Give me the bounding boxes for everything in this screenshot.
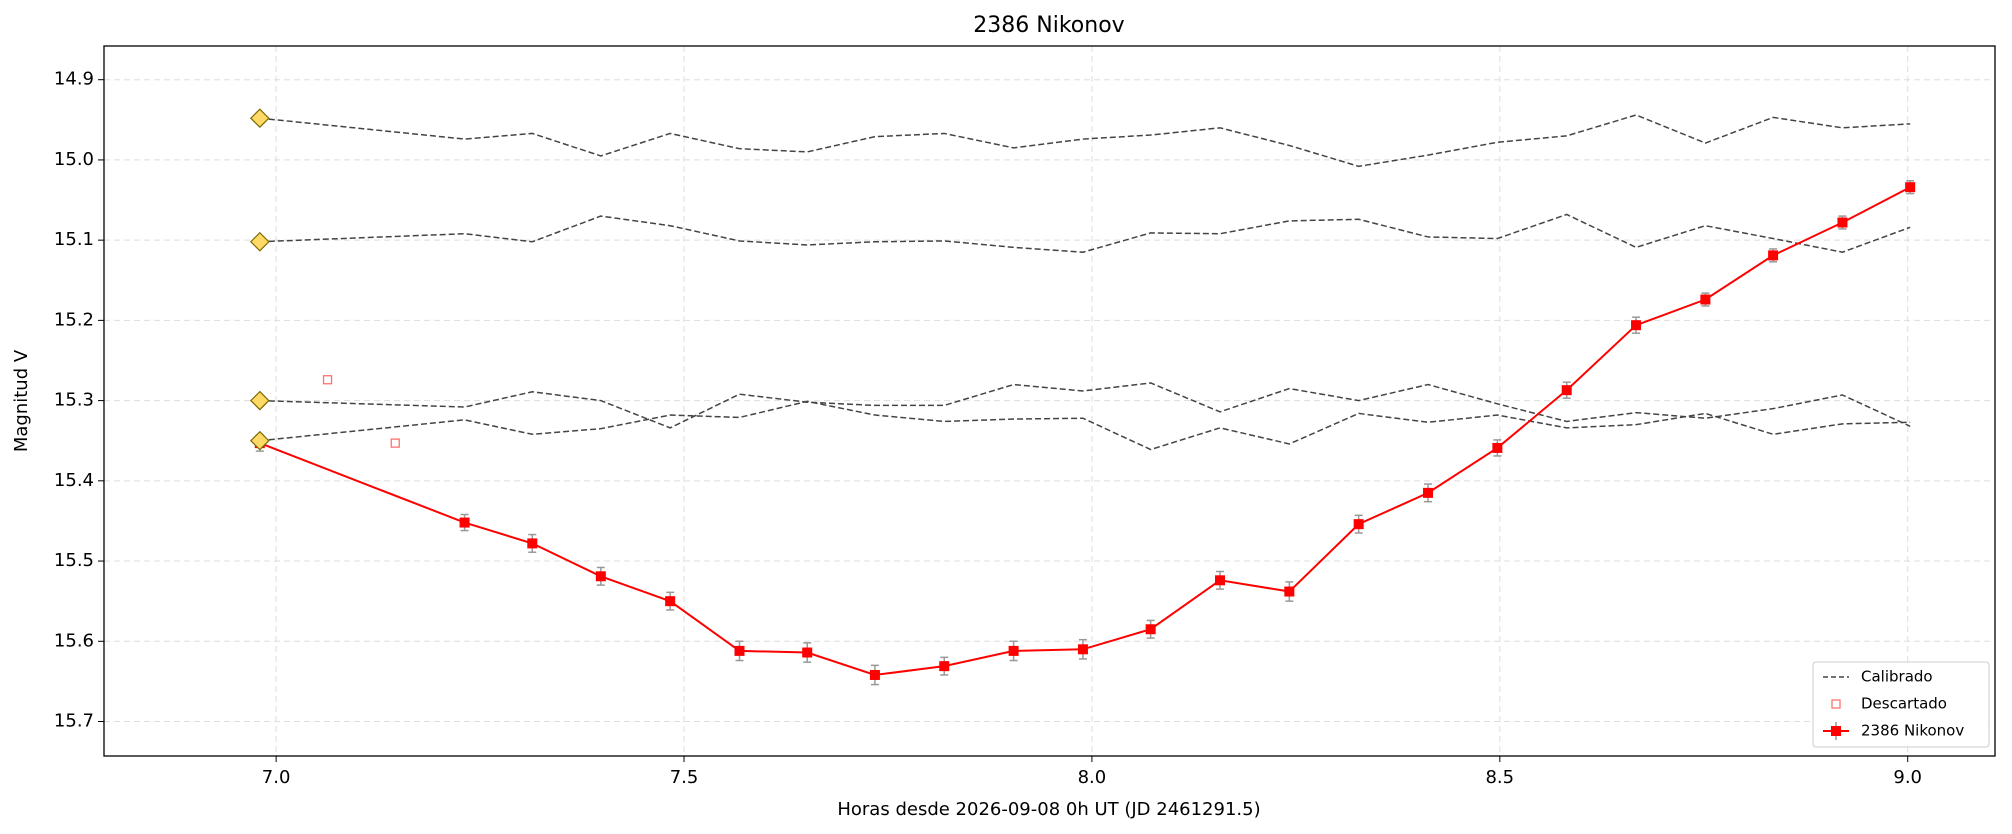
y-tick-label: 15.3 <box>54 390 94 411</box>
plot-frame <box>103 45 1996 757</box>
x-axis-label: Horas desde 2026-09-08 0h UT (JD 2461291… <box>837 799 1260 820</box>
reference-marker <box>249 231 270 252</box>
target-point <box>527 538 538 549</box>
target-point <box>1837 217 1848 228</box>
y-tick-label: 15.2 <box>54 309 94 330</box>
target-point <box>1561 385 1572 396</box>
target-point <box>939 661 950 672</box>
target-point <box>1145 624 1156 635</box>
target-point <box>1700 294 1711 305</box>
target-point <box>459 517 470 528</box>
chart-title: 2386 Nikonov <box>973 13 1124 38</box>
discarded-point <box>390 438 400 448</box>
y-tick-label: 15.4 <box>54 470 94 491</box>
legend-swatch <box>1831 726 1841 736</box>
target-point <box>595 571 606 582</box>
legend-label: Descartado <box>1861 695 1947 713</box>
target-point <box>1905 182 1916 193</box>
calibrated-line <box>259 400 1911 451</box>
x-tick-label: 8.0 <box>1078 767 1107 788</box>
legend: Calibrado Descartado 2386 Nikonov <box>1812 661 1990 748</box>
target-point <box>1215 575 1225 586</box>
reference-marker <box>249 390 270 411</box>
calibrated-line <box>259 114 1911 168</box>
x-tick-label: 8.5 <box>1485 767 1514 788</box>
target-point <box>1353 519 1364 530</box>
legend-swatch <box>1831 699 1841 709</box>
target-point <box>1768 250 1779 261</box>
reference-marker <box>249 430 270 451</box>
legend-label: Calibrado <box>1861 668 1933 686</box>
x-tick-label: 7.5 <box>670 767 699 788</box>
legend-label: 2386 Nikonov <box>1861 722 1964 740</box>
legend-box <box>1812 661 1990 748</box>
target-point <box>1077 644 1088 655</box>
y-tick-label: 15.6 <box>54 630 94 651</box>
y-tick-label: 15.7 <box>54 711 94 732</box>
target-point <box>1008 645 1019 656</box>
x-tick-label: 9.0 <box>1893 767 1922 788</box>
y-tick-label: 14.9 <box>54 69 94 90</box>
target-point <box>1492 442 1503 453</box>
target-point <box>665 596 676 607</box>
calibrated-line <box>259 382 1911 429</box>
y-axis-label: Magnitud V <box>11 349 32 452</box>
discarded-point <box>322 375 333 385</box>
reference-marker <box>249 108 270 129</box>
calibrated-line <box>259 213 1911 253</box>
target-point <box>1284 586 1295 597</box>
x-tick-label: 7.0 <box>262 767 291 788</box>
target-point <box>869 669 880 680</box>
y-tick-label: 15.1 <box>54 229 94 250</box>
target-point <box>1423 487 1434 498</box>
y-tick-label: 15.0 <box>54 149 94 170</box>
target-point <box>734 645 745 656</box>
target-point <box>1631 320 1642 331</box>
target-line <box>259 186 1911 676</box>
y-tick-label: 15.5 <box>54 550 94 571</box>
target-point <box>802 647 813 658</box>
